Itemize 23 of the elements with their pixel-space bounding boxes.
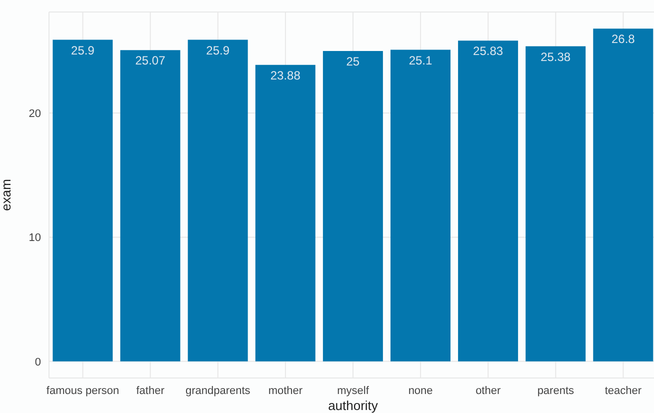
x-tick-label: grandparents xyxy=(185,384,251,397)
x-tick-label: myself xyxy=(337,384,370,397)
data-label: 25.9 xyxy=(71,43,95,58)
x-tick-label: parents xyxy=(537,384,575,397)
data-label: 25.1 xyxy=(408,53,432,68)
x-tick-label: other xyxy=(476,384,501,397)
data-label: 25.07 xyxy=(135,54,166,68)
data-label: 23.88 xyxy=(270,68,301,82)
data-label: 25.9 xyxy=(206,43,230,58)
x-tick-label: father xyxy=(136,384,165,397)
y-tick-label: 0 xyxy=(34,356,41,368)
data-label: 25.83 xyxy=(473,44,504,58)
x-tick-label: famous person xyxy=(46,384,120,397)
data-label: 25 xyxy=(346,54,360,69)
x-tick-label: teacher xyxy=(604,384,642,397)
x-tick-label: none xyxy=(408,384,433,397)
data-label: 25.38 xyxy=(540,50,571,64)
x-axis-title: authority xyxy=(328,398,378,413)
y-tick-label: 10 xyxy=(28,232,41,244)
y-axis-title: exam xyxy=(0,179,14,211)
x-tick-label: mother xyxy=(268,384,303,397)
data-label: 26.8 xyxy=(611,32,636,46)
y-tick-label: 20 xyxy=(28,108,41,120)
